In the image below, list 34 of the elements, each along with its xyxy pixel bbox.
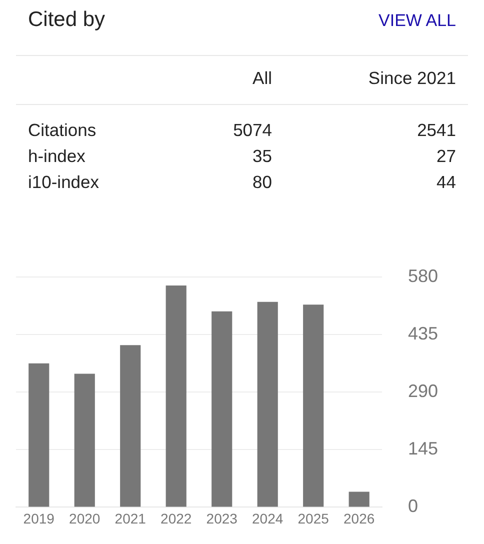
bar	[303, 304, 324, 507]
y-tick-label: 145	[408, 438, 438, 459]
x-tick-label: 2024	[252, 510, 284, 526]
text: Cited by	[28, 8, 106, 32]
y-tick-label: 0	[408, 496, 418, 516]
x-tick-label: 2026	[344, 510, 375, 526]
text: i10-index	[28, 172, 100, 193]
bar	[212, 311, 232, 507]
bar	[166, 286, 186, 507]
text: h-index	[28, 146, 86, 167]
text: VIEW ALL	[378, 11, 456, 31]
bar	[74, 374, 95, 507]
y-tick-label: 435	[408, 323, 438, 344]
text: All	[252, 68, 272, 89]
text: Citations	[28, 120, 96, 141]
y-tick-label: 580	[408, 266, 438, 286]
x-tick-label: 2020	[69, 510, 100, 526]
bar	[120, 345, 141, 507]
text: 44	[436, 172, 456, 193]
x-tick-label: 2021	[114, 510, 146, 526]
bar	[28, 363, 50, 507]
bar	[348, 492, 370, 507]
text: 35	[252, 146, 272, 167]
x-tick-label: 2019	[23, 510, 55, 526]
text: 27	[436, 146, 456, 167]
text: 5074	[233, 120, 272, 141]
y-tick-label: 290	[408, 380, 438, 401]
bar	[257, 302, 278, 507]
x-tick-label: 2023	[206, 510, 238, 526]
x-tick-label: 2025	[298, 510, 330, 526]
text: 2541	[417, 120, 456, 141]
text: Since 2021	[368, 68, 456, 89]
x-tick-label: 2022	[160, 510, 192, 526]
text: 80	[252, 172, 272, 193]
